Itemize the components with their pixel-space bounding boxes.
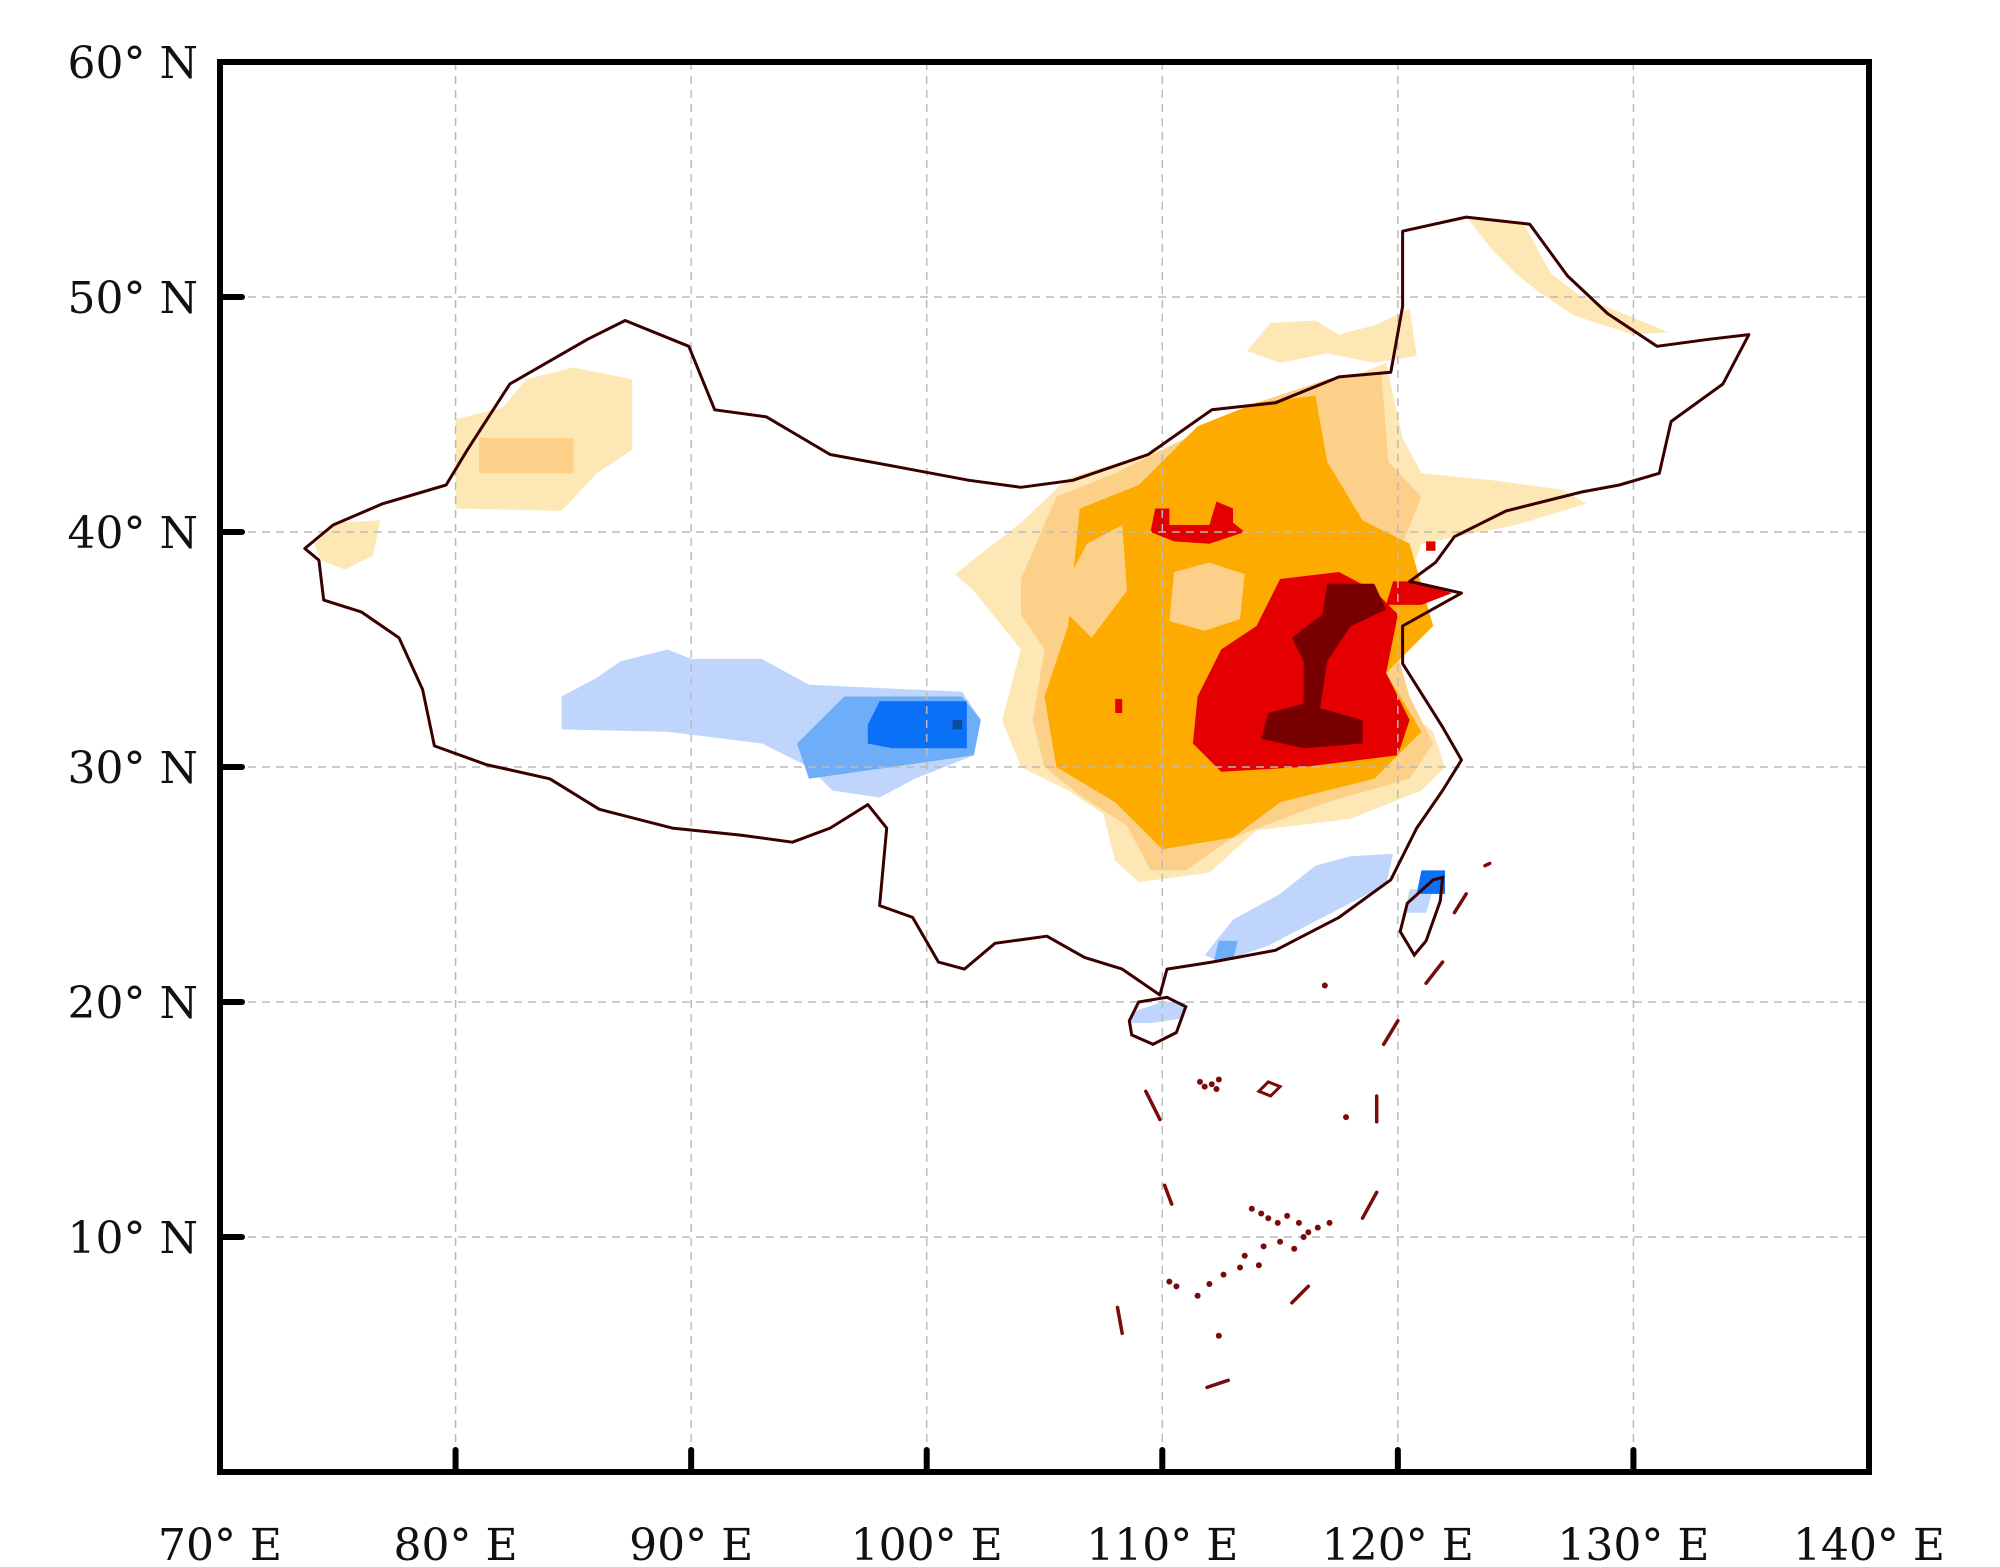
- x-tick-label: 90° E: [629, 1520, 753, 1567]
- region-light-orange-inner: [1169, 562, 1245, 631]
- island-dot: [1255, 1262, 1262, 1269]
- island-dot: [1173, 1283, 1180, 1290]
- region-mid-blue-south: [1214, 940, 1238, 960]
- nine-dash-segment: [1452, 892, 1468, 915]
- region-dark-red: [1261, 583, 1387, 749]
- island-dot: [1248, 1205, 1255, 1212]
- region-red-dot: [1115, 698, 1123, 713]
- x-tick-label: 70° E: [158, 1520, 282, 1567]
- island-dot: [1194, 1292, 1201, 1299]
- axis-ticks: [217, 294, 1637, 1475]
- region-red-north-1: [1150, 501, 1245, 544]
- island-dot: [1196, 1078, 1203, 1085]
- island-dot: [1300, 1234, 1307, 1240]
- hainan-outline: [1127, 995, 1188, 1046]
- island-dot: [1274, 1219, 1281, 1226]
- island-dot: [1295, 1219, 1302, 1226]
- region-dark-blue-spot: [952, 720, 963, 730]
- island-dot: [1343, 1114, 1350, 1121]
- region-red-shandong: [1386, 581, 1452, 605]
- region-red-liaoning: [1426, 541, 1436, 551]
- island-dot: [1241, 1252, 1248, 1259]
- x-tick-label: 130° E: [1557, 1520, 1709, 1567]
- island-dot: [1321, 982, 1328, 989]
- nine-dash-segment: [1144, 1089, 1162, 1122]
- anomaly-regions: [314, 219, 1669, 1024]
- nine-dash-segment: [1381, 1019, 1400, 1047]
- island-dot: [1215, 1332, 1222, 1339]
- region-light-blue-hainan: [1129, 1002, 1186, 1024]
- island-dot: [1166, 1278, 1173, 1285]
- island-dot: [1326, 1219, 1333, 1226]
- island-dot: [1220, 1271, 1227, 1278]
- x-tick-label: 120° E: [1322, 1520, 1474, 1567]
- nine-dash-segment: [1424, 960, 1445, 985]
- island-dot: [1265, 1215, 1272, 1222]
- china-border: [303, 215, 1751, 1390]
- y-tick-label: 20° N: [68, 978, 198, 1029]
- region-light-orange-nw: [479, 438, 574, 474]
- region-beige-ne-2: [1468, 219, 1669, 335]
- china-outline: [303, 215, 1751, 997]
- island-dot: [1277, 1238, 1284, 1245]
- nine-dash-segment: [1483, 861, 1492, 868]
- taiwan-outline: [1398, 875, 1445, 958]
- region-light-blue-south: [1204, 853, 1394, 963]
- x-tick-label: 110° E: [1086, 1520, 1238, 1567]
- region-light-blue-taiwan: [1404, 889, 1434, 913]
- island-dot: [1208, 1081, 1215, 1088]
- island-dot: [1305, 1229, 1312, 1236]
- island-dot: [1291, 1245, 1298, 1252]
- x-axis-labels: 70° E 80° E 90° E 100° E 110° E 120° E 1…: [158, 1520, 1945, 1567]
- island-dot: [1284, 1212, 1291, 1219]
- nine-dash-segment: [1162, 1183, 1174, 1206]
- nine-dash-segment: [1115, 1305, 1124, 1336]
- gridlines: [220, 62, 1869, 1472]
- region-beige-west-tip: [314, 520, 381, 570]
- nine-dash-segment: [1290, 1284, 1311, 1305]
- y-tick-label: 10° N: [68, 1213, 198, 1264]
- island-dot: [1213, 1085, 1220, 1092]
- y-tick-label: 50° N: [68, 273, 198, 324]
- y-tick-label: 30° N: [68, 743, 198, 794]
- region-beige-ne-1: [1247, 308, 1417, 363]
- nine-dash-segment: [1360, 1190, 1379, 1220]
- y-tick-label: 40° N: [68, 508, 198, 559]
- island-dot: [1258, 1210, 1265, 1217]
- x-tick-label: 140° E: [1793, 1520, 1945, 1567]
- x-tick-label: 100° E: [851, 1520, 1003, 1567]
- island-dot: [1237, 1264, 1244, 1271]
- x-tick-label: 80° E: [394, 1520, 518, 1567]
- island-dot: [1215, 1076, 1222, 1083]
- island-dot: [1314, 1224, 1321, 1231]
- region-blue-tibet: [867, 701, 967, 749]
- y-axis-labels: 10° N 20° N 30° N 40° N 50° N 60° N: [68, 38, 198, 1264]
- island-outline: [1256, 1080, 1283, 1098]
- island-dot: [1201, 1083, 1208, 1090]
- island-dot: [1206, 1281, 1213, 1287]
- y-tick-label: 60° N: [68, 38, 198, 89]
- region-light-orange-west: [1056, 525, 1127, 638]
- nine-dash-segment: [1205, 1378, 1230, 1390]
- island-dot: [1260, 1243, 1267, 1250]
